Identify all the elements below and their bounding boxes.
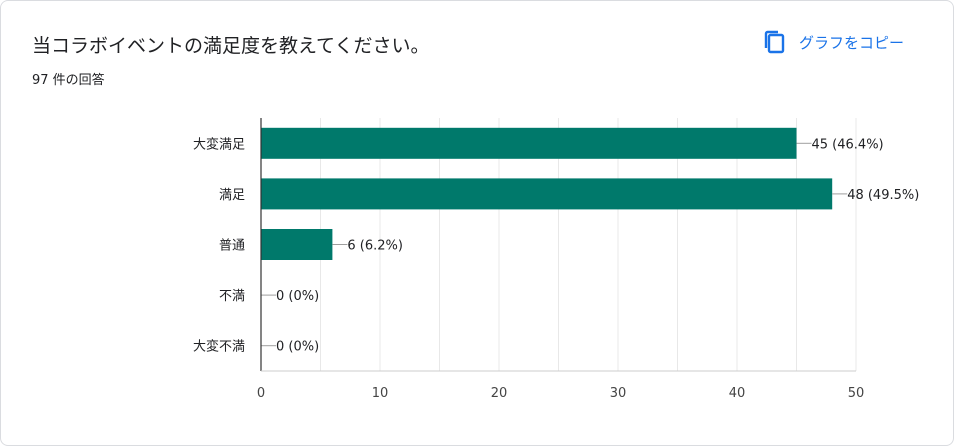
data-label: 0 (0%) — [276, 289, 319, 304]
response-count: 97 件の回答 — [32, 73, 105, 88]
x-tick-label: 30 — [610, 386, 627, 401]
copy-chart-label: グラフをコピー — [799, 33, 905, 52]
category-label: 不満 — [219, 289, 245, 304]
data-label: 0 (0%) — [276, 340, 319, 355]
x-tick-label: 40 — [729, 386, 746, 401]
category-label: 大変満足 — [193, 136, 245, 152]
category-label: 大変不満 — [193, 339, 245, 355]
bar — [261, 178, 833, 210]
data-label: 45 (46.4%) — [812, 137, 884, 152]
bar — [261, 229, 333, 260]
category-label: 普通 — [219, 239, 245, 254]
x-tick-label: 10 — [372, 386, 389, 401]
copy-chart-button[interactable]: グラフをコピー — [763, 27, 904, 57]
copy-icon — [764, 30, 785, 54]
bar — [261, 127, 797, 159]
x-tick-label: 20 — [491, 386, 508, 401]
x-tick-label: 50 — [848, 386, 865, 401]
category-label: 満足 — [219, 188, 245, 203]
data-label: 6 (6.2%) — [347, 239, 403, 254]
x-tick-label: 0 — [257, 386, 265, 401]
question-title: 当コラボイベントの満足度を教えてください。 — [32, 35, 430, 57]
data-label: 48 (49.5%) — [847, 188, 919, 203]
